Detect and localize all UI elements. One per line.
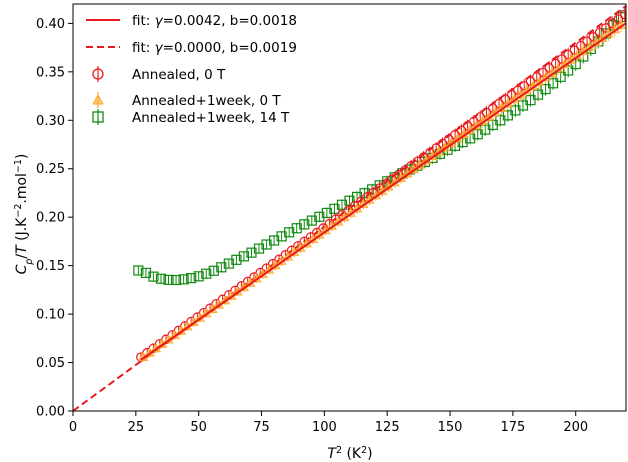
- data-point-square: [178, 274, 189, 285]
- legend-label-fit-gamma-0042: fit: γ=0.0042, b=0.0018: [132, 13, 297, 29]
- data-layer: [73, 5, 626, 411]
- data-point-square: [231, 254, 242, 265]
- legend-entry-fit-gamma-0000: fit: γ=0.0000, b=0.0019: [86, 40, 297, 56]
- data-point-square: [344, 195, 355, 206]
- data-point-square: [238, 251, 250, 262]
- x-tick-label: 150: [438, 420, 463, 435]
- fit-line-solid: [140, 22, 626, 361]
- ticks: 0 25 50 75 100 125 150 175 200 0.00 0.05 0.10 0.15 0.…: [36, 17, 588, 435]
- y-tick-label: 0.20: [36, 211, 65, 226]
- legend-marker-square: [92, 109, 104, 125]
- y-tick-label: 0.25: [36, 162, 65, 177]
- legend-label-annealed-1week-0t: Annealed+1week, 0 T: [132, 93, 281, 109]
- legend-marker-triangle: [92, 92, 104, 108]
- x-tick-label: 200: [563, 420, 588, 435]
- data-point-square: [314, 211, 325, 222]
- data-point-circle: [588, 32, 599, 42]
- data-point-square: [548, 78, 559, 89]
- legend-marker-circle: [92, 66, 104, 82]
- y-tick-label: 0.35: [36, 65, 65, 80]
- data-point-square: [570, 58, 581, 70]
- data-point-square: [517, 100, 529, 111]
- data-point-square: [540, 83, 551, 95]
- data-point-square: [193, 271, 204, 282]
- x-tick-label: 125: [375, 420, 400, 435]
- x-axis-title: T2 (K2): [327, 445, 372, 462]
- data-point-square: [208, 265, 219, 276]
- y-tick-label: 0.10: [36, 308, 65, 323]
- data-point-square: [306, 215, 317, 226]
- data-point-square: [299, 219, 310, 230]
- y-tick-label: 0.05: [36, 356, 65, 371]
- x-tick-label: 0: [69, 420, 77, 435]
- data-point-square: [140, 267, 151, 279]
- data-point-circle: [607, 18, 617, 29]
- data-point-square: [291, 223, 302, 234]
- data-point-circle: [557, 54, 567, 64]
- data-point-circle: [601, 23, 611, 33]
- data-point-square: [170, 274, 182, 286]
- data-point-square: [155, 273, 167, 284]
- data-point-square: [133, 265, 144, 276]
- x-tick-label: 175: [500, 420, 525, 435]
- data-point-square: [163, 274, 174, 285]
- x-tick-label: 25: [128, 420, 145, 435]
- y-tick-label: 0.30: [36, 114, 65, 129]
- legend-label-annealed-1week-14t: Annealed+1week, 14 T: [132, 110, 290, 126]
- legend-entry-annealed-1week-14t: Annealed+1week, 14 T: [92, 109, 290, 126]
- data-point-circle: [563, 49, 573, 60]
- legend-entry-annealed-1week-0t: Annealed+1week, 0 T: [92, 92, 281, 109]
- data-point-circle: [619, 9, 626, 20]
- data-point-square: [186, 273, 197, 284]
- data-point-circle: [582, 36, 592, 47]
- data-point-circle: [594, 27, 605, 38]
- x-tick-label: 100: [312, 420, 337, 435]
- axes: [72, 3, 627, 412]
- data-point-circle: [569, 45, 580, 55]
- plot-frame: [72, 3, 627, 412]
- data-point-square: [223, 258, 234, 269]
- data-point-square: [201, 268, 212, 279]
- y-axis-title: Cp/T (J.K−2.mol−1): [13, 154, 35, 275]
- y-tick-label: 0.15: [36, 259, 65, 274]
- legend-entry-fit-gamma-0042: fit: γ=0.0042, b=0.0018: [86, 13, 297, 29]
- data-point-circle: [550, 58, 561, 69]
- legend-label-annealed-0t: Annealed, 0 T: [132, 67, 226, 83]
- data-point-square: [216, 262, 227, 273]
- data-point-circle: [544, 63, 555, 73]
- legend-entry-annealed-0t: Annealed, 0 T: [92, 66, 226, 83]
- legend-label-fit-gamma-0000: fit: γ=0.0000, b=0.0019: [132, 40, 297, 56]
- x-tick-label: 75: [253, 420, 270, 435]
- data-point-square: [532, 89, 544, 100]
- data-point-square: [525, 95, 536, 106]
- legend: fit: γ=0.0042, b=0.0018 fit: γ=0.0000, b…: [86, 13, 297, 126]
- y-tick-label: 0.00: [36, 405, 65, 420]
- x-tick-label: 50: [190, 420, 207, 435]
- y-tick-label: 0.40: [36, 17, 65, 32]
- data-point-circle: [613, 14, 624, 24]
- data-point-circle: [575, 40, 586, 51]
- data-point-square: [148, 271, 159, 282]
